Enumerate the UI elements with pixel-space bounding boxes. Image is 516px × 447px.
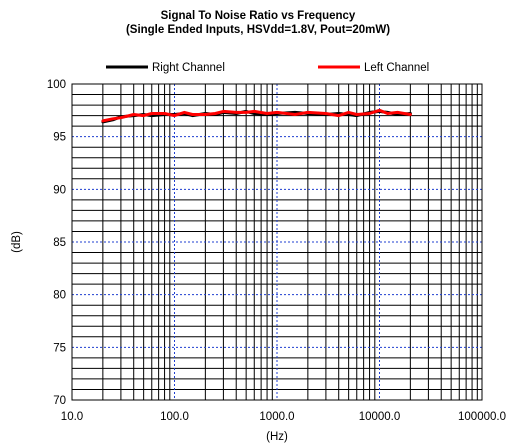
- y-tick-label: 90: [53, 184, 66, 196]
- y-tick-label: 85: [53, 237, 66, 249]
- x-axis-label: (Hz): [266, 431, 288, 443]
- y-tick-label: 80: [53, 290, 66, 302]
- x-tick-label: 10000.0: [359, 411, 401, 423]
- y-tick-label: 75: [53, 342, 66, 354]
- plot-area: [71, 83, 483, 401]
- chart-title: Signal To Noise Ratio vs Frequency: [160, 10, 356, 22]
- tick-labels: 70 75 80 85 90 95 100 10.0 100.0 1000.0 10000.0 100…: [47, 79, 506, 423]
- series-layer: [101, 108, 412, 124]
- chart-subtitle: (Single Ended Inputs, HSVdd=1.8V, Pout=2…: [125, 24, 391, 36]
- x-tick-label: 1000.0: [259, 411, 294, 423]
- x-tick-label: 10.0: [61, 411, 83, 423]
- y-tick-label: 100: [47, 79, 66, 91]
- legend: Right Channel Left Channel: [106, 62, 429, 74]
- y-tick-label: 95: [53, 132, 66, 144]
- grid: [71, 83, 483, 401]
- left-channel-line: [101, 108, 412, 123]
- legend-label-right-channel: Right Channel: [152, 62, 225, 74]
- y-axis-label: (dB): [11, 231, 23, 253]
- legend-label-left-channel: Left Channel: [364, 62, 429, 74]
- y-tick-label: 70: [53, 395, 66, 407]
- x-tick-label: 100000.0: [458, 411, 506, 423]
- x-tick-label: 100.0: [160, 411, 189, 423]
